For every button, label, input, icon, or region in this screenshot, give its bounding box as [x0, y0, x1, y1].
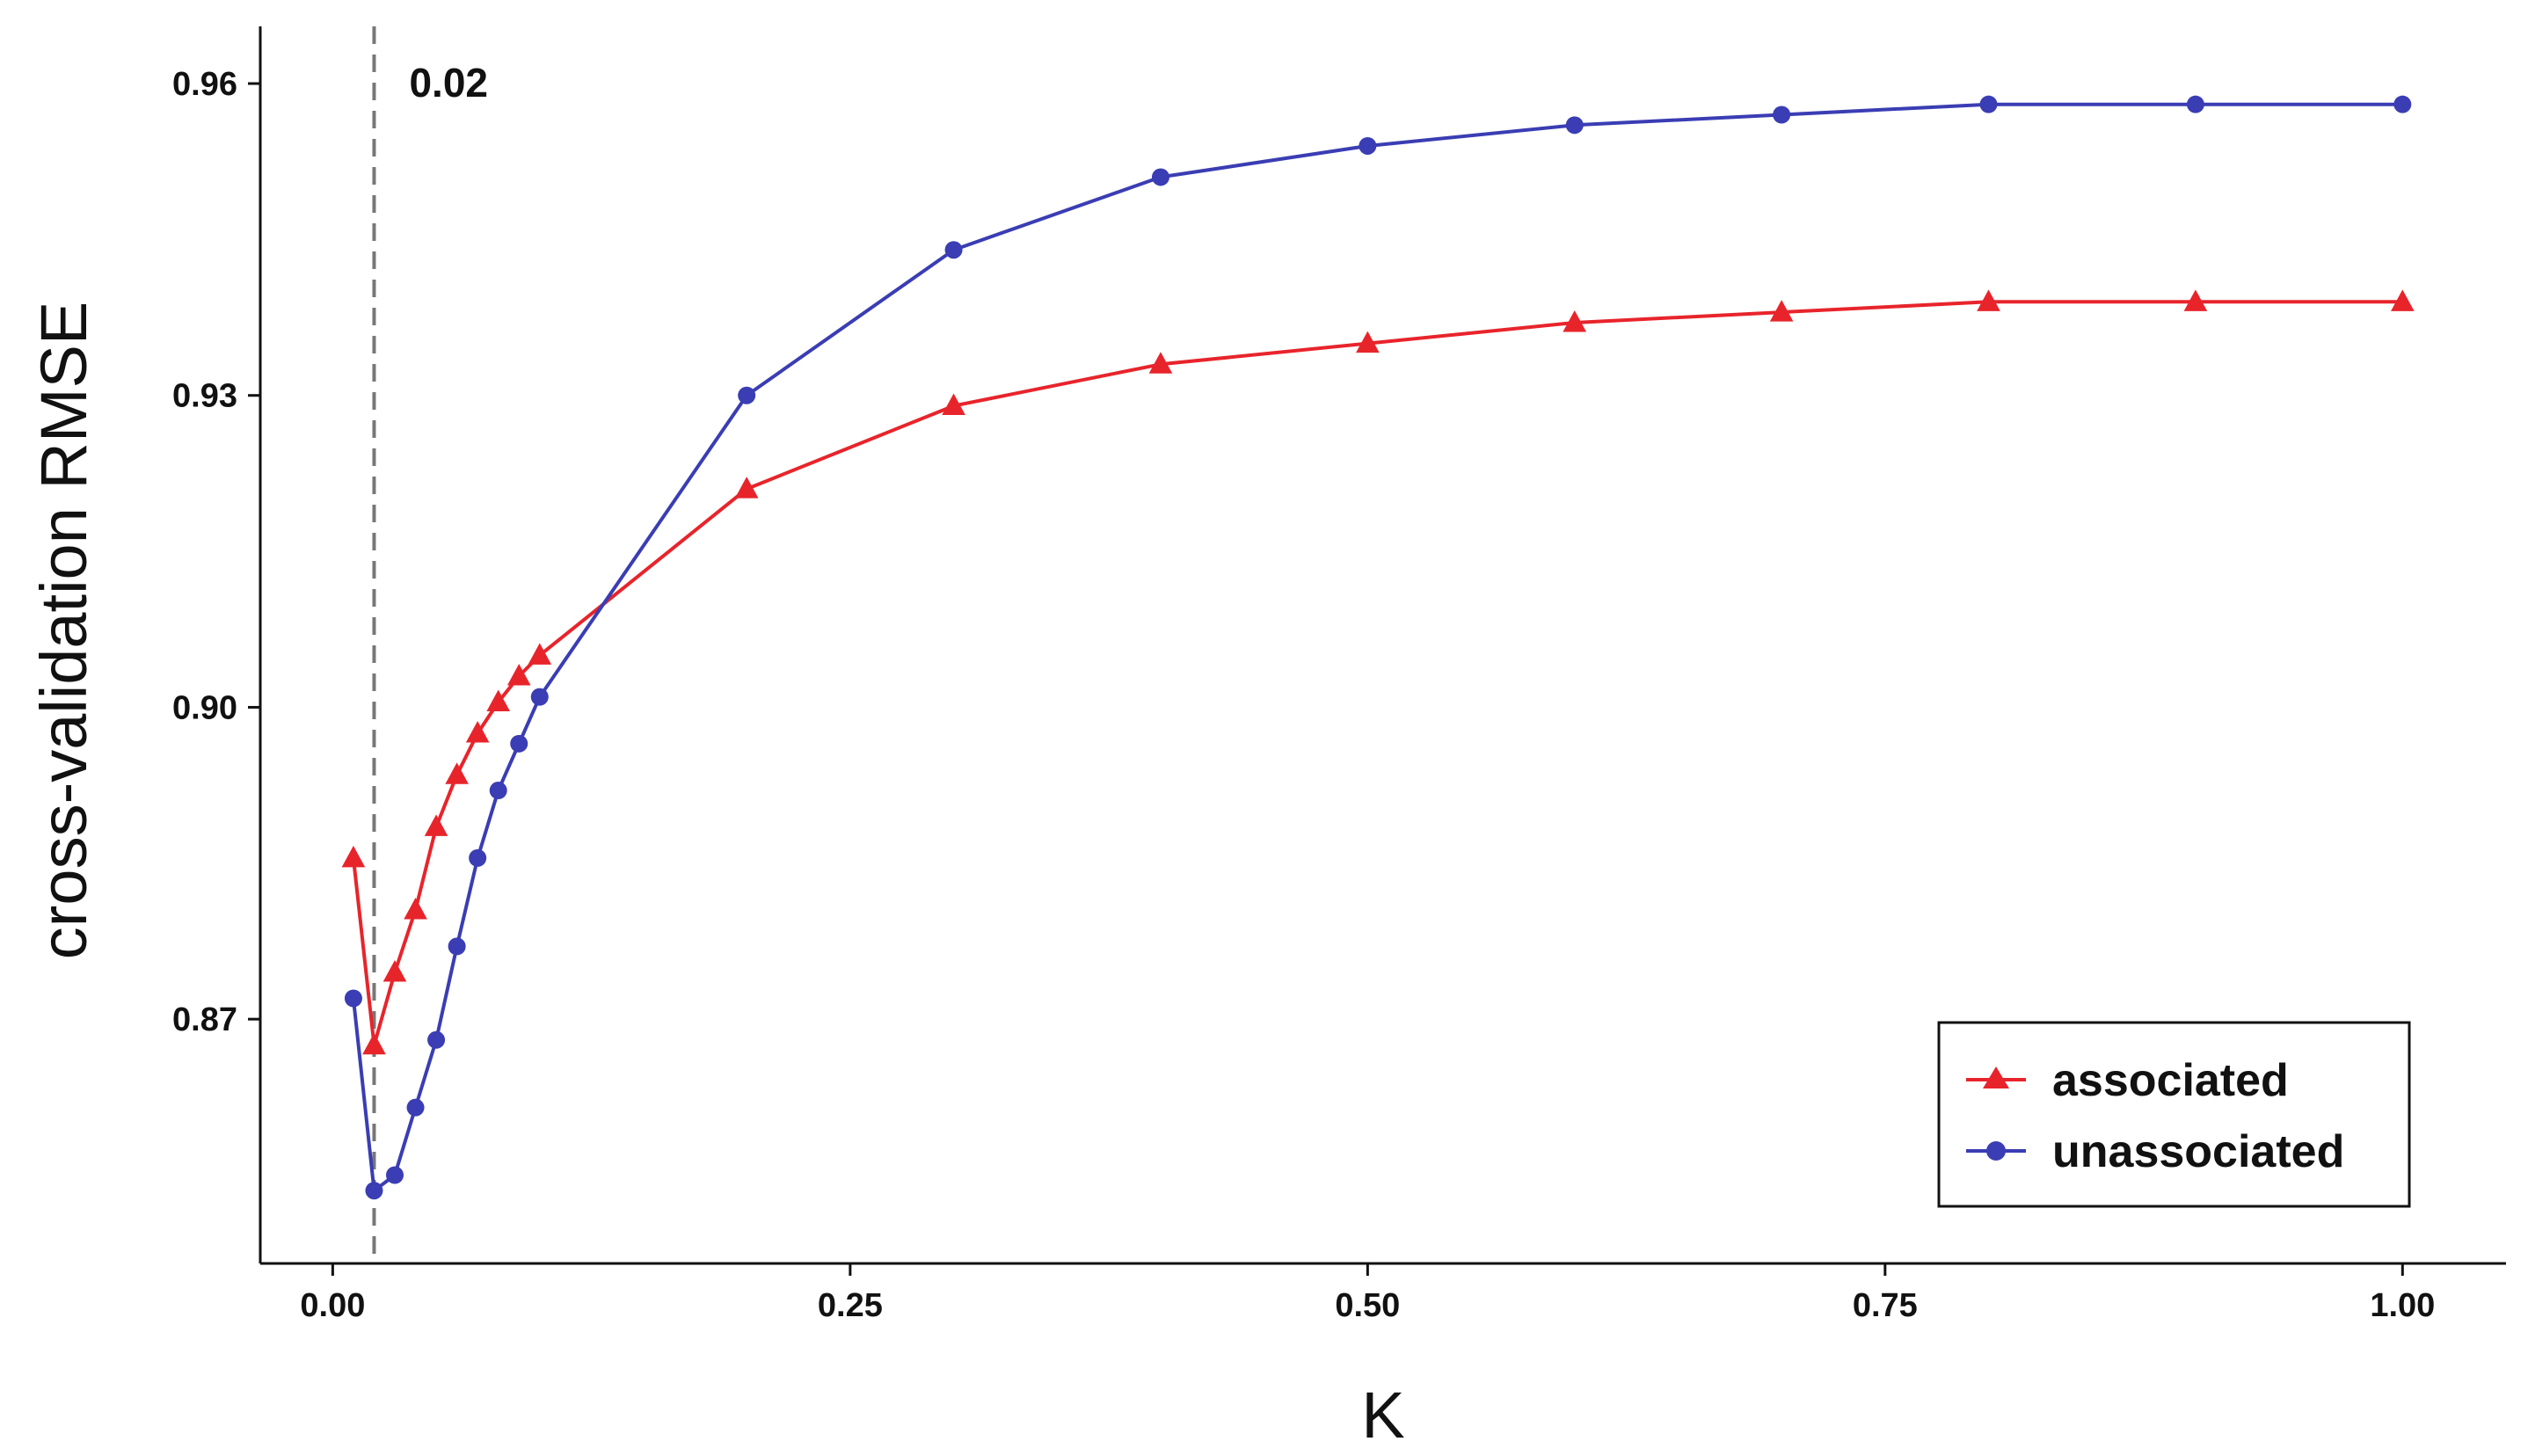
legend-unassociated-label: unassociated [2052, 1126, 2344, 1177]
associated-point [1148, 352, 1173, 374]
unassociated-point [1359, 136, 1377, 155]
associated-point [362, 1032, 386, 1055]
associated-point [2183, 289, 2208, 311]
unassociated-point [386, 1166, 404, 1184]
associated-line [351, 300, 2403, 1047]
unassociated-point [2186, 95, 2204, 113]
unassociated-point [448, 937, 466, 956]
legend-associated-label: associated [2052, 1055, 2289, 1106]
unassociated-point [365, 1182, 383, 1200]
unassociated-point [1565, 116, 1584, 135]
unassociated-point [1979, 95, 1998, 113]
unassociated-point [344, 989, 362, 1008]
y-tick-label: 0.93 [172, 378, 237, 415]
associated-point [465, 721, 490, 743]
unassociated-point [1151, 168, 1169, 186]
y-tick-label: 0.90 [172, 689, 237, 726]
x-tick-label: 0.75 [1853, 1287, 1918, 1324]
x-axis-title: K [1361, 1379, 1404, 1452]
unassociated-point [510, 734, 528, 753]
associated-point [506, 663, 531, 686]
y-tick-label: 0.96 [172, 66, 237, 103]
legend: associated unassociated [1937, 1021, 2411, 1208]
associated-point [2391, 289, 2415, 311]
unassociated-point [427, 1030, 446, 1049]
y-tick-label: 0.87 [172, 1001, 237, 1038]
associated-point [382, 959, 407, 982]
associated-point [1356, 331, 1380, 353]
y-axis-ticks: 0.87 0.90 0.93 0.96 [172, 66, 260, 1038]
associated-point [424, 814, 448, 836]
unassociated-point [469, 848, 487, 867]
associated-point [942, 393, 965, 416]
unassociated-point [1773, 106, 1791, 124]
unassociated-point [406, 1098, 425, 1117]
associated-point [1977, 289, 2000, 311]
associated-point [528, 643, 552, 665]
legend-unassociated-circle-icon [1986, 1141, 2006, 1161]
associated-point [734, 477, 759, 499]
x-tick-label: 0.25 [818, 1287, 883, 1324]
legend-item-unassociated: unassociated [1966, 1126, 2344, 1177]
unassociated-point [530, 688, 549, 706]
x-tick-label: 1.00 [2370, 1287, 2435, 1324]
associated-point [341, 845, 366, 868]
unassociated-point [944, 241, 963, 259]
series-unassociated [344, 95, 2412, 1200]
associated-point [486, 689, 511, 712]
k-reference-label: 0.02 [409, 60, 488, 106]
x-tick-label: 0.00 [300, 1287, 365, 1324]
series-layer [341, 95, 2415, 1200]
series-associated [341, 289, 2415, 1055]
legend-associated-triangle-icon [1983, 1067, 2009, 1088]
legend-box [1937, 1021, 2411, 1208]
k-annotation: 0.02 [372, 26, 488, 1263]
associated-point [404, 898, 427, 920]
x-tick-label: 0.50 [1335, 1287, 1400, 1324]
associated-point [445, 762, 469, 784]
unassociated-point [489, 782, 507, 800]
x-axis-ticks: 0.00 0.25 0.50 0.75 1.00 [300, 1263, 2435, 1324]
unassociated-point [2393, 95, 2412, 113]
y-axis-title: cross-validation RMSE [27, 302, 100, 959]
associated-point [1769, 300, 1794, 322]
associated-point [1563, 309, 1587, 332]
legend-item-associated: associated [1966, 1055, 2289, 1106]
unassociated-point [738, 386, 756, 404]
